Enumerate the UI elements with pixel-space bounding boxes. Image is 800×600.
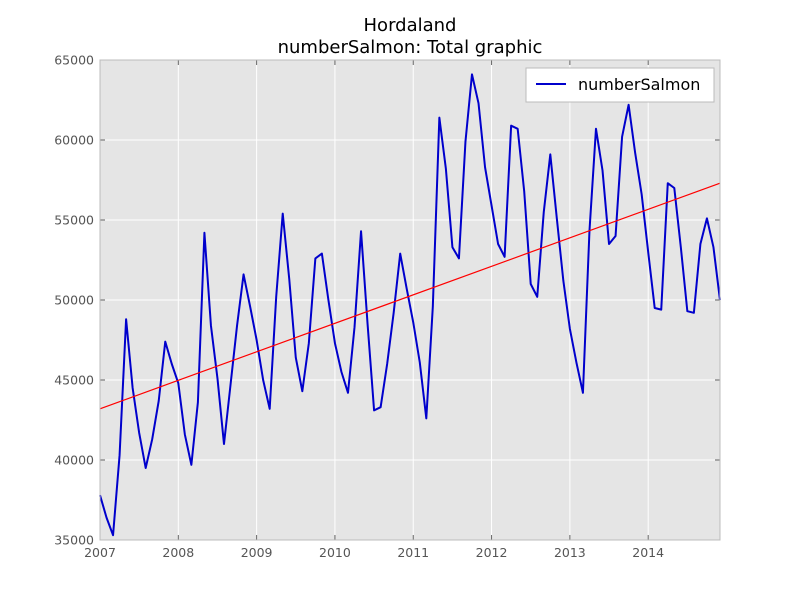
legend: numberSalmon — [525, 67, 715, 103]
x-tick-label: 2009 — [241, 545, 273, 560]
legend-label: numberSalmon — [578, 75, 700, 94]
chart-title: Hordaland — [364, 15, 457, 36]
y-tick-label: 55000 — [54, 213, 94, 228]
y-tick-label: 40000 — [54, 453, 94, 468]
chart-subtitle: numberSalmon: Total graphic — [278, 37, 543, 58]
y-tick-label: 65000 — [54, 53, 94, 68]
x-tick-label: 2014 — [632, 545, 664, 560]
series-line-numberSalmon — [99, 73, 721, 537]
y-tick-label: 35000 — [54, 533, 94, 548]
x-tick-label: 2010 — [319, 545, 351, 560]
x-tick-label: 2011 — [397, 545, 429, 560]
x-tick-label: 2012 — [476, 545, 508, 560]
y-tick-label: 60000 — [54, 133, 94, 148]
y-tick-label: 45000 — [54, 373, 94, 388]
trend-line — [99, 182, 721, 410]
x-tick-label: 2007 — [84, 545, 116, 560]
x-tick-label: 2008 — [162, 545, 194, 560]
plot-frame — [99, 59, 721, 541]
series-layer — [99, 73, 721, 537]
axis-ticks: 35000 40000 45000 50000 55000 60000 65000 2007 2… — [54, 53, 721, 560]
y-tick-label: 50000 — [54, 293, 94, 308]
x-tick-label: 2013 — [554, 545, 586, 560]
